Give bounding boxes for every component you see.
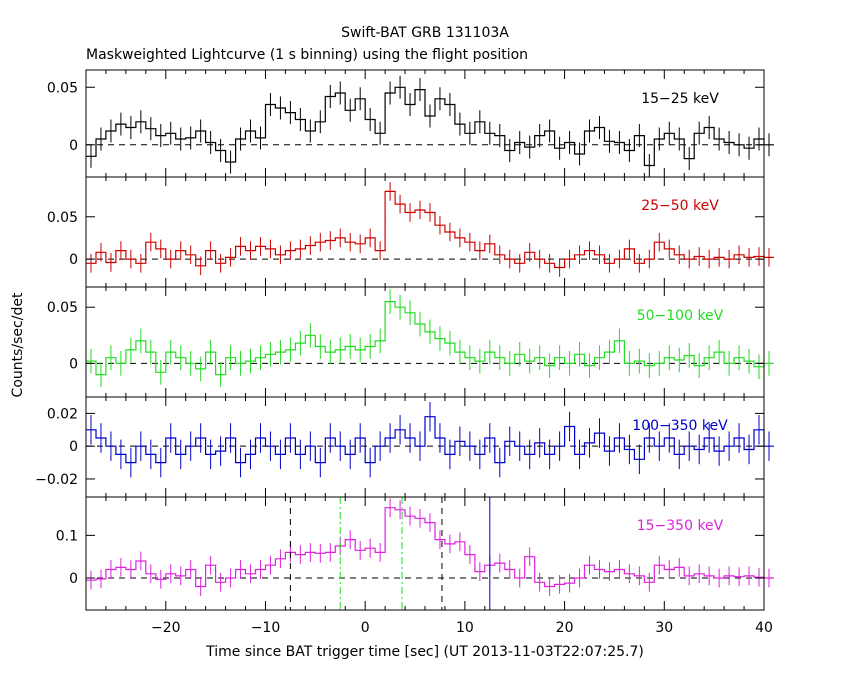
panel-frame (85, 286, 765, 398)
y-tick-label: 0 (69, 138, 78, 154)
x-tick-label: 30 (655, 620, 673, 636)
chart-subtitle: Maskweighted Lightcurve (1 s binning) us… (86, 47, 528, 63)
band-label: 25−50 keV (641, 198, 719, 214)
panel-frame (85, 176, 765, 288)
band-label: 15−350 keV (637, 518, 724, 534)
y-tick-label: 0.05 (47, 80, 78, 96)
y-tick-label: 0.1 (56, 528, 78, 544)
y-axis-label: Counts/sec/det (10, 292, 26, 397)
x-axis-label: Time since BAT trigger time [sec] (UT 20… (205, 644, 644, 660)
panel-5: 0 0.1 15−350 keV (56, 496, 774, 611)
y-tick-label: −0.02 (35, 472, 78, 488)
y-tick-label: 0.05 (47, 210, 78, 226)
panel-1: 0 0.05 15−25 keV (47, 69, 774, 178)
panels-group: 0 0.05 15−25 keV 0 0.05 25−50 keV 0 0.05 50−100 … (35, 69, 774, 636)
y-tick-label: 0 (69, 571, 78, 587)
panel-frame (85, 496, 765, 611)
y-tick-label: 0 (69, 252, 78, 268)
y-tick-label: 0 (69, 356, 78, 372)
panel-4: −0.02 0 0.02 100−350 keV (35, 396, 774, 498)
band-label: 15−25 keV (641, 91, 719, 107)
chart-title: Swift-BAT GRB 131103A (341, 25, 509, 41)
x-tick-label: 10 (456, 620, 474, 636)
x-tick-label: 20 (556, 620, 574, 636)
panel-3: 0 0.05 50−100 keV (47, 286, 774, 398)
band-label: 100−350 keV (632, 418, 728, 434)
x-tick-label: 40 (755, 620, 773, 636)
x-tick-label: −10 (251, 620, 281, 636)
x-tick-label: 0 (361, 620, 370, 636)
panel-2: 0 0.05 25−50 keV (47, 176, 774, 288)
y-tick-label: 0.05 (47, 300, 78, 316)
x-tick-label: −20 (151, 620, 181, 636)
y-tick-label: 0.02 (47, 406, 78, 422)
panel-frame (85, 69, 765, 178)
y-tick-label: 0 (69, 439, 78, 455)
band-label: 50−100 keV (637, 308, 724, 324)
panel-frame (85, 396, 765, 498)
